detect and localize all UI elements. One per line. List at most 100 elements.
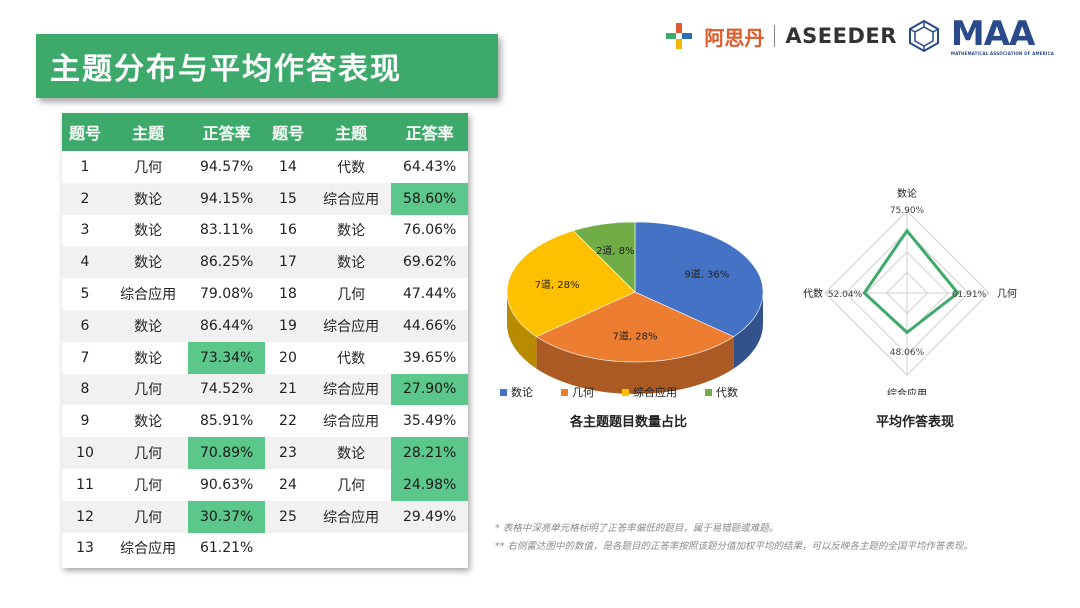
table-header-row: 题号 主题 正答率 题号 主题 正答率 [62,113,468,151]
question-no-cell: 3 [80,222,90,239]
radar-caption: 平均作答表现 [876,415,955,430]
table-row: 6 数论 86.44% 19 综合应用 44.66% [62,309,468,342]
topic-cell: 几何 [107,373,189,406]
radar-series [862,228,960,335]
topic-cell [311,533,391,565]
maa-polyhedron-icon [908,19,939,53]
header-question-no-2: 题号 [264,113,311,151]
accuracy-cell: 29.49% [391,500,468,533]
header-question-no: 题号 [62,113,108,151]
legend-swatch-icon [561,388,568,396]
pie-slice [572,221,636,293]
topic-cell: 综合应用 [310,373,392,406]
accuracy-cell: 94.57% [199,158,254,175]
header-accuracy-2: 正答率 [391,113,468,151]
question-no-cell [265,533,311,565]
topic-cell: 综合应用 [120,541,177,558]
topic-cell: 数论 [310,246,392,279]
question-no-cell: 24 [279,476,297,493]
topic-cell: 数论 [134,414,163,431]
table-row: 12 几何 30.37% 25 综合应用 29.49% [62,500,468,533]
accuracy-cell: 86.25% [188,246,265,279]
radar-value-label: 52.04% [828,290,863,300]
question-no-cell: 25 [264,500,311,533]
header-accuracy: 正答率 [188,113,265,151]
question-no-cell: 18 [279,286,297,303]
legend-swatch-icon [705,388,712,396]
question-no-cell: 14 [279,158,297,175]
accuracy-cell: 76.06% [402,222,457,239]
footnote-1: * 表格中深亮单元格标明了正答率偏低的题目，属于易错题或难题。 [495,523,779,534]
topic-cell: 综合应用 [120,287,177,304]
radar-chart: 数论 75.90% 几何 61.91% 综合应用 48.06% 代数 52.04% [803,187,1017,395]
legend-item: 代数 [705,384,738,400]
footnote-2: ** 右侧雷达图中的数值，是各题目的正答率按照该题分值加权平均的结果，可以反映各… [495,541,974,552]
legend-swatch-icon [500,388,507,396]
topic-cell: 数论 [134,350,163,367]
topic-cell: 数论 [337,223,366,240]
topic-cell: 综合应用 [310,309,392,342]
topic-cell: 综合应用 [323,414,380,431]
maa-logo-text: MAA [950,13,1035,54]
table-row: 1 几何 94.57% 14 代数 64.43% [62,151,468,183]
table-row: 10 几何 70.89% 23 数论 28.21% [62,437,468,469]
question-no-cell: 8 [62,373,108,406]
table-row: 11 几何 90.63% 24 几何 24.98% [62,468,468,501]
pie-data-label: 9道, 36% [684,268,729,281]
pie-data-label: 7道, 28% [535,278,580,291]
maa-logo-subtitle: MATHEMATICAL ASSOCIATION OF AMERICA [950,50,1054,56]
results-table: 题号 主题 正答率 题号 主题 正答率 1 几何 94.57% 14 代数 64.43% 2… [62,113,468,564]
pie-chart: 9道, 36% 7道, 28% 7道, 28% 2道, 8% [506,221,764,394]
question-no-cell: 22 [279,413,297,430]
pie-slice [634,221,764,337]
topic-cell: 代数 [337,350,366,367]
radar-axis-label: 代数 [803,287,823,300]
question-no-cell: 10 [62,437,108,469]
radar-value-label: 75.90% [890,206,925,216]
topic-cell: 几何 [107,500,189,533]
topic-cell: 几何 [337,477,366,494]
accuracy-cell: 85.91% [199,413,254,430]
accuracy-cell: 44.66% [391,309,468,342]
topic-cell: 几何 [337,287,366,304]
legend-label: 几何 [572,386,594,399]
table-row: 2 数论 94.15% 15 综合应用 58.60% [62,182,468,215]
topic-cell: 综合应用 [310,500,392,533]
accuracy-cell: 24.98% [391,468,468,501]
question-no-cell: 6 [62,309,108,342]
accuracy-cell: 58.60% [391,182,468,215]
accuracy-cell: 74.52% [188,373,265,406]
topic-cell: 综合应用 [310,182,392,215]
table-row: 9 数论 85.91% 22 综合应用 35.49% [62,405,468,437]
table-row: 8 几何 74.52% 21 综合应用 27.90% [62,373,468,406]
pie-slice [535,291,735,363]
accuracy-cell: 61.21% [199,540,254,557]
page-title: 主题分布与平均作答表现 [50,52,402,87]
topic-cell: 代数 [337,159,366,176]
accuracy-cell: 47.44% [402,286,457,303]
question-no-cell: 11 [76,476,94,493]
pie-slice-side [536,336,734,394]
question-no-cell: 1 [80,158,90,175]
radar-axis-label: 数论 [897,187,917,200]
table-row: 4 数论 86.25% 17 数论 69.62% [62,246,468,279]
accuracy-cell: 28.21% [391,437,468,469]
topic-cell: 数论 [107,309,189,342]
question-no-cell: 19 [264,309,311,342]
table-row: 7 数论 73.34% 20 代数 39.65% [62,341,468,374]
logos: 阿思丹 ASEEDER MAA MATHEMATICAL ASSOCIATION… [664,16,1054,56]
accuracy-cell: 90.63% [199,476,254,493]
table-row: 5 综合应用 79.08% 18 几何 47.44% [62,278,468,310]
pie-slice-side [733,292,763,369]
maa-logo: MAA MATHEMATICAL ASSOCIATION OF AMERICA [951,17,1054,56]
accuracy-cell [391,533,468,565]
accuracy-cell: 27.90% [391,373,468,406]
question-no-cell: 17 [264,246,311,279]
aseeder-logo-icon [666,23,693,49]
question-no-cell: 21 [264,373,311,406]
legend-item: 综合应用 [622,384,677,400]
legend-label: 综合应用 [633,386,677,399]
topic-cell: 数论 [107,182,189,215]
topic-cell: 数论 [310,437,392,469]
radar-value-label: 48.06% [890,348,925,358]
